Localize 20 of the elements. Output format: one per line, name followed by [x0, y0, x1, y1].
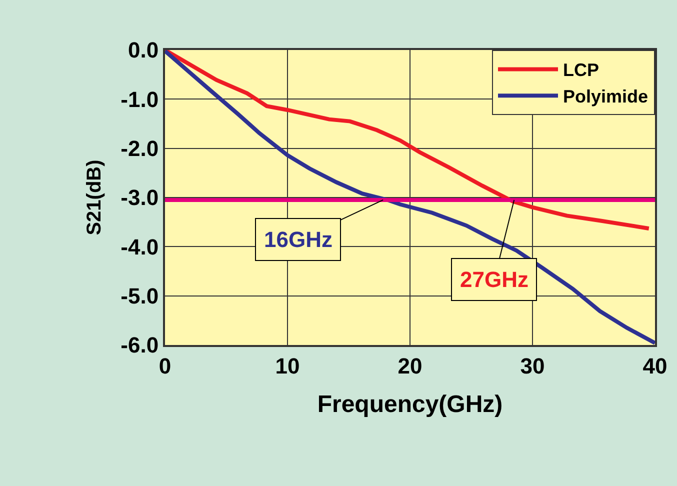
y-tick-label: -3.0: [120, 185, 159, 210]
legend-label: LCP: [563, 60, 599, 80]
x-tick-label: 20: [398, 353, 422, 378]
legend-label: Polyimide: [563, 86, 648, 107]
y-tick-label: 0.0: [128, 38, 159, 63]
x-axis-title: Frequency(GHz): [317, 391, 503, 418]
x-tick-label: 30: [520, 353, 545, 378]
y-tick-label: -6.0: [120, 332, 159, 358]
annotation: 16GHz: [264, 227, 332, 252]
line-series: [165, 50, 655, 345]
y-tick-label: -1.0: [120, 86, 159, 112]
line-series: [165, 50, 651, 230]
x-tick-label: 10: [275, 353, 300, 378]
y-tick-label: -5.0: [120, 284, 159, 309]
y-tick-label: -4.0: [120, 234, 159, 260]
x-tick-label: 40: [642, 353, 668, 378]
y-tick-label: -2.0: [120, 136, 159, 162]
annotation: 27GHz: [460, 267, 528, 292]
x-tick-label: 0: [158, 353, 172, 378]
y-axis-title: S21(dB): [84, 160, 106, 236]
